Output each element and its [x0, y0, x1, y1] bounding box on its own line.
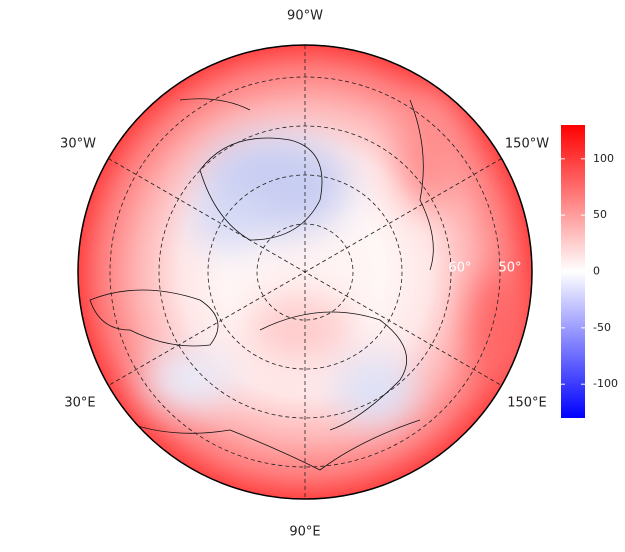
colorbar-tick-label: 100: [593, 152, 614, 165]
colorbar-tick-label: -50: [593, 321, 611, 334]
colorbar-tick-label: 0: [593, 265, 600, 278]
colorbar: 100 50 0 -50 -100: [561, 125, 618, 418]
longitude-label: 30°W: [60, 137, 96, 152]
latitude-label: 50°: [498, 261, 521, 276]
longitude-label: 150°W: [505, 137, 549, 152]
map-field: [78, 45, 532, 499]
longitude-label: 150°E: [507, 396, 547, 411]
map-border: [77, 44, 533, 500]
latitude-label: 60°: [448, 261, 471, 276]
longitude-label: 90°W: [287, 9, 323, 24]
longitude-label: 90°E: [289, 525, 320, 540]
graticule: [108, 45, 502, 499]
colorbar-tick-label: 50: [593, 208, 607, 221]
coastlines: [89, 98, 434, 471]
colorbar-tick-label: -100: [593, 377, 618, 390]
longitude-label: 30°E: [64, 396, 95, 411]
